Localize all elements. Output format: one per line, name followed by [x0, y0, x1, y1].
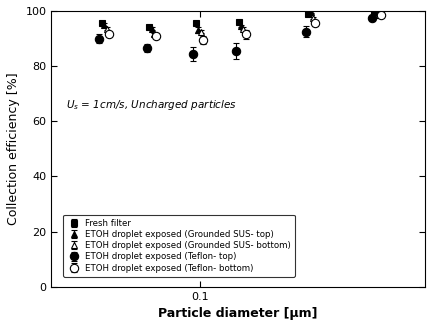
Y-axis label: Collection efficiency [%]: Collection efficiency [%] — [7, 73, 20, 225]
Legend: Fresh filter, ETOH droplet exposed (Grounded SUS- top), ETOH droplet exposed (Gr: Fresh filter, ETOH droplet exposed (Grou… — [63, 215, 295, 277]
Text: $U_s$ = 1cm/s, Uncharged particles: $U_s$ = 1cm/s, Uncharged particles — [66, 98, 238, 112]
X-axis label: Particle diameter [μm]: Particle diameter [μm] — [159, 307, 318, 320]
